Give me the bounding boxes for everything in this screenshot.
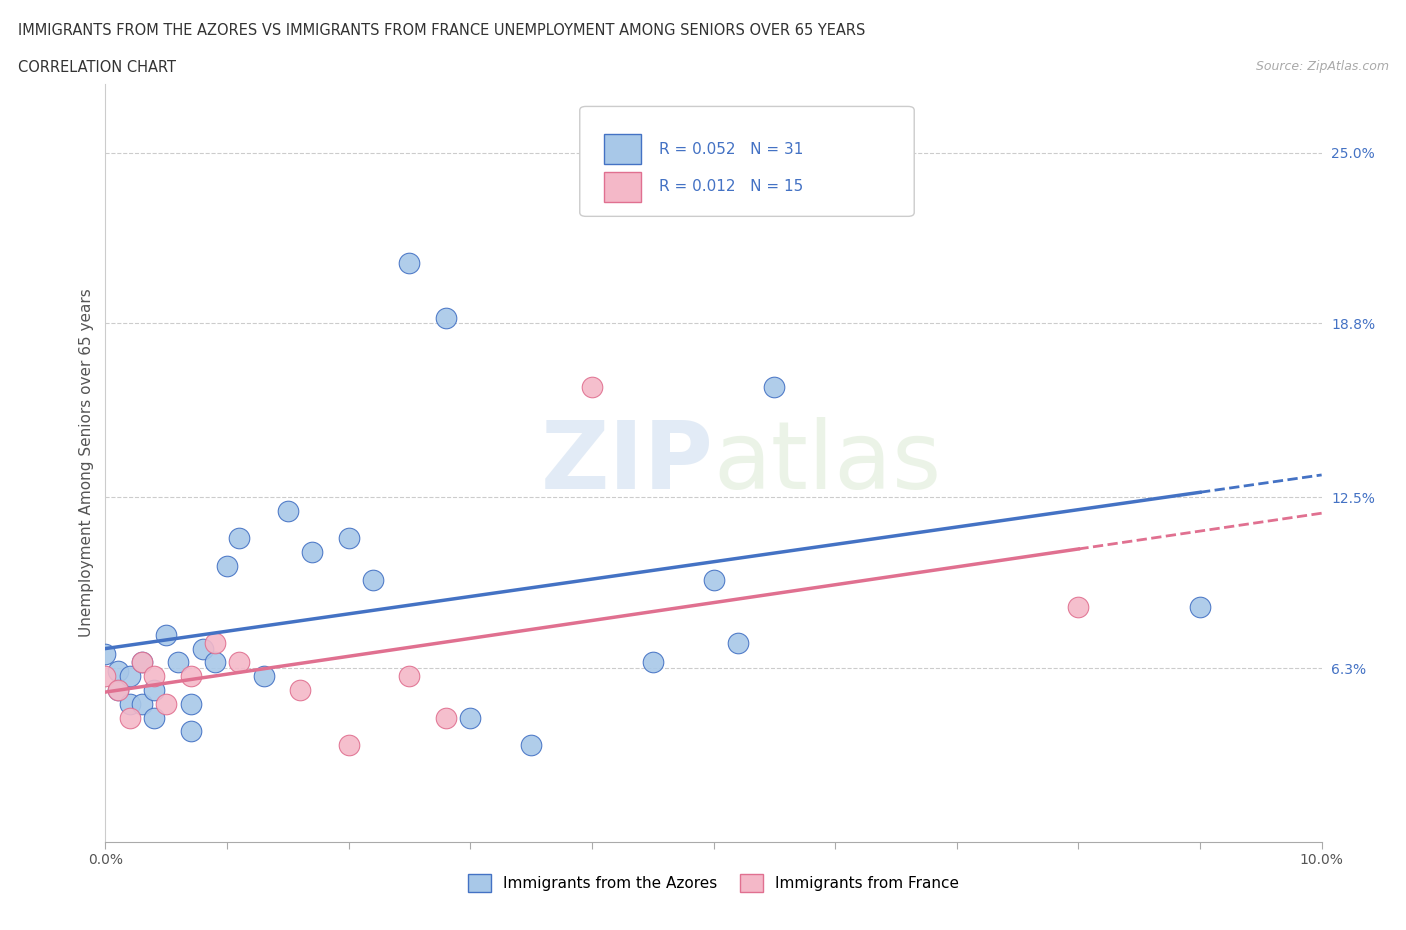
- Point: [1188, 600, 1211, 615]
- Point: [763, 379, 786, 394]
- Point: [143, 711, 166, 725]
- Point: [180, 724, 202, 738]
- Point: [702, 572, 725, 587]
- Point: [458, 711, 481, 725]
- Legend: Immigrants from the Azores, Immigrants from France: Immigrants from the Azores, Immigrants f…: [461, 868, 966, 898]
- Text: R = 0.012   N = 15: R = 0.012 N = 15: [659, 179, 803, 194]
- Point: [131, 697, 153, 711]
- FancyBboxPatch shape: [605, 172, 641, 202]
- Point: [398, 256, 420, 271]
- Point: [131, 655, 153, 670]
- Point: [727, 636, 749, 651]
- Point: [191, 642, 214, 657]
- Point: [94, 669, 117, 684]
- Point: [337, 737, 360, 752]
- Text: IMMIGRANTS FROM THE AZORES VS IMMIGRANTS FROM FRANCE UNEMPLOYMENT AMONG SENIORS : IMMIGRANTS FROM THE AZORES VS IMMIGRANTS…: [18, 23, 866, 38]
- Point: [167, 655, 190, 670]
- Y-axis label: Unemployment Among Seniors over 65 years: Unemployment Among Seniors over 65 years: [79, 288, 94, 637]
- Point: [288, 683, 311, 698]
- Point: [301, 545, 323, 560]
- Point: [118, 697, 141, 711]
- Point: [94, 646, 117, 661]
- Point: [204, 636, 226, 651]
- Point: [434, 711, 457, 725]
- Text: CORRELATION CHART: CORRELATION CHART: [18, 60, 176, 75]
- Point: [155, 697, 177, 711]
- Point: [180, 669, 202, 684]
- FancyBboxPatch shape: [579, 106, 914, 217]
- Point: [155, 628, 177, 643]
- Point: [107, 683, 129, 698]
- Point: [217, 559, 239, 574]
- Point: [180, 697, 202, 711]
- Point: [107, 663, 129, 678]
- Point: [118, 711, 141, 725]
- Point: [131, 655, 153, 670]
- Text: ZIP: ZIP: [541, 417, 713, 509]
- Point: [581, 379, 603, 394]
- Point: [204, 655, 226, 670]
- Point: [1067, 600, 1090, 615]
- Text: Source: ZipAtlas.com: Source: ZipAtlas.com: [1256, 60, 1389, 73]
- Point: [641, 655, 664, 670]
- Point: [107, 683, 129, 698]
- Point: [337, 531, 360, 546]
- Point: [434, 311, 457, 325]
- Point: [361, 572, 384, 587]
- FancyBboxPatch shape: [605, 134, 641, 165]
- Point: [277, 503, 299, 518]
- Point: [398, 669, 420, 684]
- Text: atlas: atlas: [713, 417, 942, 509]
- Point: [143, 683, 166, 698]
- Point: [228, 655, 250, 670]
- Point: [118, 669, 141, 684]
- Point: [228, 531, 250, 546]
- Point: [143, 669, 166, 684]
- Point: [520, 737, 543, 752]
- Text: R = 0.052   N = 31: R = 0.052 N = 31: [659, 141, 803, 156]
- Point: [252, 669, 274, 684]
